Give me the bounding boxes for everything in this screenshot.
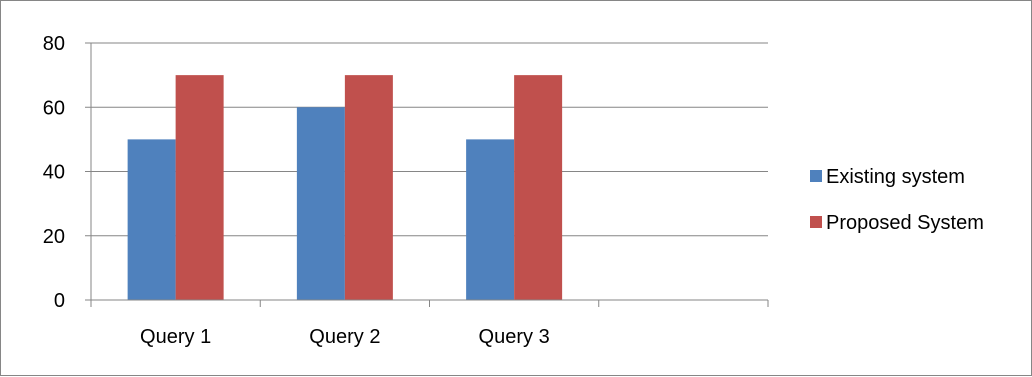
bar-proposed-system (344, 75, 393, 300)
bar-existing-system (127, 139, 176, 300)
axes (85, 42, 769, 307)
y-tick-label: 0 (54, 290, 65, 312)
legend-swatch (810, 170, 822, 182)
bar-existing-system (466, 139, 515, 300)
bar-existing-system (296, 107, 345, 300)
legend-label: Existing system (826, 166, 965, 188)
x-tick-labels: Query 1 Query 2 Query 3 (140, 326, 550, 348)
y-tick-label: 60 (43, 97, 65, 119)
x-tick-label: Query 2 (309, 326, 380, 348)
legend: Existing system Proposed System (810, 166, 984, 234)
bars (127, 75, 563, 300)
legend-label: Proposed System (826, 212, 984, 234)
bar-proposed-system (175, 75, 224, 300)
y-tick-labels: 0 20 40 60 80 (43, 33, 65, 312)
x-tick-label: Query 1 (140, 326, 211, 348)
x-tick-label: Query 3 (479, 326, 550, 348)
bar-proposed-system (514, 75, 563, 300)
legend-swatch (810, 216, 822, 228)
y-tick-label: 80 (43, 33, 65, 55)
y-tick-label: 40 (43, 162, 65, 184)
y-tick-label: 20 (43, 226, 65, 248)
